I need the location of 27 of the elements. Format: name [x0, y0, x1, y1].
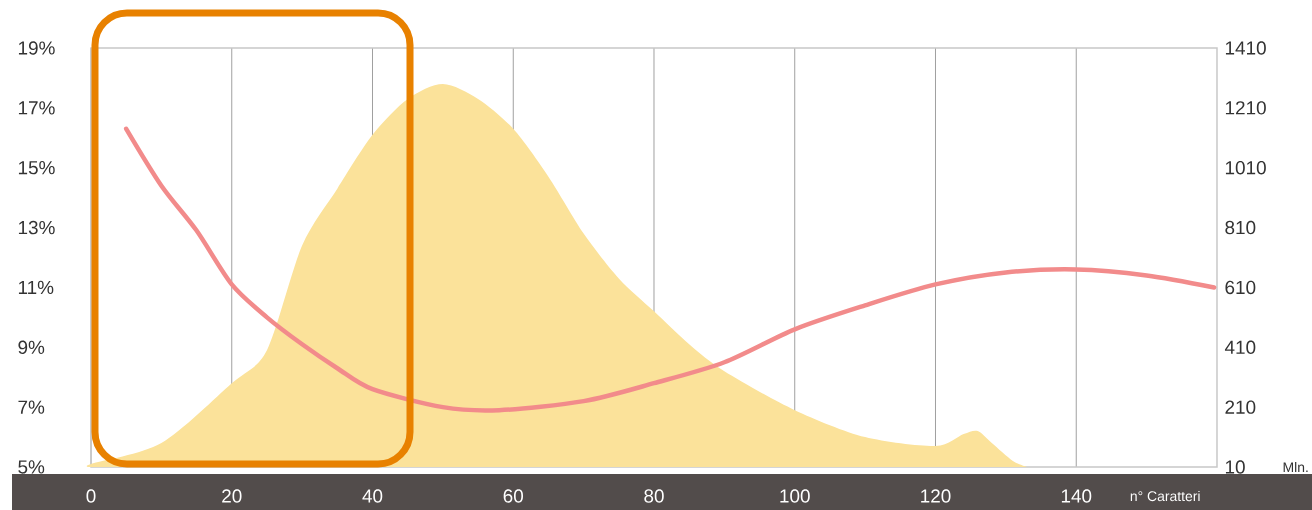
y2-tick-label: 10	[1225, 460, 1245, 474]
y-tick-label: 9%	[18, 340, 45, 354]
y2-tick-label: 210	[1225, 400, 1256, 414]
y2-tick-label: 810	[1225, 220, 1256, 235]
y2-tick-label: 410	[1224, 340, 1256, 354]
y-tick-label: 11%	[18, 280, 54, 295]
y2-axis-title: Mln.	[1283, 461, 1308, 473]
x-tick-label: 20	[222, 489, 242, 503]
y-tick-label: 5%	[18, 460, 45, 474]
x-tick-label: 100	[780, 489, 810, 503]
x-tick-label: 0	[86, 489, 96, 503]
x-tick-label: 60	[503, 489, 524, 503]
x-tick-label: 40	[362, 489, 383, 503]
y-tick-label: 13%	[18, 220, 55, 235]
x-axis-title: n° Caratteri	[1130, 490, 1200, 502]
y-tick-label: 17%	[18, 101, 55, 115]
y-tick-label: 7%	[18, 400, 45, 414]
y-tick-label: 15%	[18, 161, 55, 175]
x-tick-label: 140	[1061, 489, 1092, 503]
y-tick-label: 19%	[18, 41, 55, 55]
x-tick-label: 120	[921, 489, 951, 503]
y2-tick-label: 610	[1225, 280, 1256, 295]
y2-tick-label: 1210	[1225, 101, 1266, 115]
y2-tick-label: 1010	[1225, 161, 1266, 175]
line-series	[123, 126, 1217, 413]
y2-tick-label: 1410	[1225, 41, 1266, 55]
x-tick-label: 80	[644, 489, 664, 503]
